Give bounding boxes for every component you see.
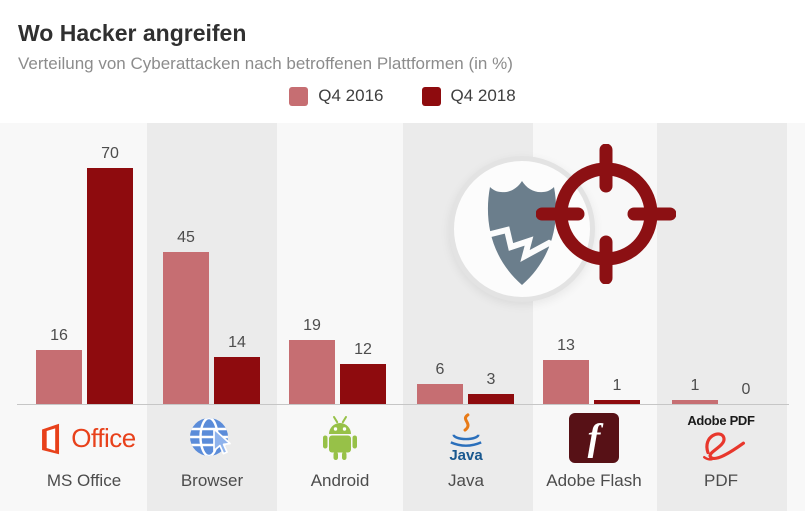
category-android: Android — [275, 407, 405, 511]
browser-icon — [147, 407, 277, 469]
bar-q4-2016-pdf — [672, 400, 718, 404]
category-label: MS Office — [46, 471, 122, 490]
category-label: Android — [310, 471, 370, 490]
bar-q4-2018-ms-office — [87, 168, 133, 404]
value-label-q4-2016-pdf: 1 — [690, 377, 700, 394]
cursor-arrow-icon — [213, 428, 231, 455]
bar-q4-2018-java — [468, 394, 514, 404]
value-label-q4-2018-java: 3 — [486, 371, 496, 388]
adobe-pdf-logo-text: Adobe PDF — [687, 412, 755, 428]
value-label-q4-2018-adobe-flash: 1 — [612, 377, 622, 394]
category-pdf: Adobe PDF PDF — [656, 407, 786, 511]
crosshair-target-icon — [536, 144, 676, 284]
java-steam-glyph — [463, 412, 470, 432]
category-label: Browser — [180, 471, 244, 490]
category-browser: Browser — [147, 407, 277, 511]
office-logo-glyph — [42, 423, 60, 455]
value-label-q4-2016-java: 6 — [435, 361, 445, 378]
pdf-ribbon-glyph — [702, 431, 745, 461]
category-adobe-flash: f Adobe Flash — [529, 407, 659, 511]
category-label: PDF — [704, 471, 738, 490]
value-label-q4-2018-android: 12 — [354, 341, 372, 358]
legend-item-q4-2016: Q4 2016 — [289, 86, 384, 106]
legend-swatch-q4-2018 — [421, 86, 441, 106]
bar-q4-2016-ms-office — [36, 350, 82, 404]
value-label-q4-2018-browser: 14 — [228, 334, 246, 351]
legend-label: Q4 2018 — [450, 86, 516, 105]
value-label-q4-2016-browser: 45 — [177, 229, 195, 246]
broken-shield-icon — [482, 181, 565, 285]
value-label-q4-2018-ms-office: 70 — [101, 145, 119, 162]
category-ms-office: Office MS Office — [19, 407, 149, 511]
bar-q4-2018-android — [340, 364, 386, 404]
adobe-pdf-icon: Adobe PDF — [656, 407, 786, 469]
category-label: Adobe Flash — [546, 471, 642, 490]
page-title: Wo Hacker angreifen — [18, 20, 247, 46]
value-label-q4-2016-adobe-flash: 13 — [557, 337, 575, 354]
bar-q4-2016-android — [289, 340, 335, 404]
bar-q4-2016-java — [417, 384, 463, 404]
bar-q4-2018-adobe-flash — [594, 400, 640, 404]
bar-chart: Office MS Office — [0, 123, 805, 511]
legend-swatch-q4-2016 — [289, 86, 309, 106]
category-java: Java Java — [401, 407, 531, 511]
java-logo-text: Java — [449, 446, 483, 464]
x-axis-line — [17, 404, 789, 405]
page-subtitle: Verteilung von Cyberattacken nach betrof… — [18, 54, 513, 73]
value-label-q4-2016-ms-office: 16 — [50, 327, 68, 344]
legend-item-q4-2018: Q4 2018 — [421, 86, 516, 106]
bar-q4-2016-browser — [163, 252, 209, 404]
java-logo-icon: Java — [401, 407, 531, 469]
value-label-q4-2016-android: 19 — [303, 317, 321, 334]
value-label-q4-2018-pdf: 0 — [741, 381, 751, 398]
chart-legend: Q4 2016 Q4 2018 — [0, 86, 805, 106]
android-robot-icon — [275, 407, 405, 469]
adobe-flash-icon: f — [529, 407, 659, 469]
category-label: Java — [448, 471, 484, 490]
bar-q4-2016-adobe-flash — [543, 360, 589, 404]
legend-label: Q4 2016 — [318, 86, 384, 105]
ms-office-icon: Office — [19, 407, 149, 469]
office-logo-text: Office — [71, 422, 136, 453]
column-stripe — [657, 123, 787, 511]
bar-q4-2018-browser — [214, 357, 260, 404]
